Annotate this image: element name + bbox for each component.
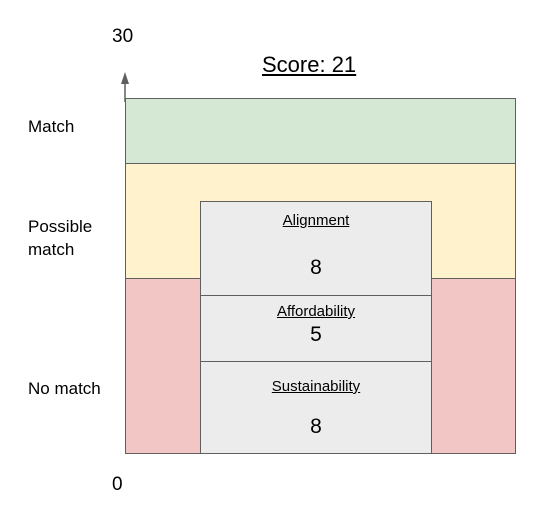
metric-value-affordability: 5 bbox=[310, 323, 322, 346]
axis-min-label: 0 bbox=[112, 474, 123, 495]
zone-label-no-match: No match bbox=[28, 379, 101, 398]
metric-title-affordability: Affordability bbox=[276, 303, 356, 320]
metric-box-sustainability: Sustainability 8 bbox=[200, 361, 432, 454]
zone-match bbox=[125, 98, 516, 164]
metric-value-sustainability: 8 bbox=[310, 415, 322, 438]
zone-label-match: Match bbox=[28, 117, 75, 136]
score-label: Score: 21 bbox=[262, 52, 357, 77]
zone-label-possible-match: Possible match bbox=[28, 217, 93, 259]
metric-value-alignment: 8 bbox=[310, 256, 322, 279]
metric-box-alignment: Alignment 8 bbox=[200, 201, 432, 296]
axis-arrow-icon bbox=[121, 72, 129, 102]
metric-title-sustainability: Sustainability bbox=[271, 378, 361, 395]
axis-max-label: 30 bbox=[112, 26, 134, 47]
metric-title-alignment: Alignment bbox=[282, 212, 350, 229]
metric-box-affordability: Affordability 5 bbox=[200, 295, 432, 362]
